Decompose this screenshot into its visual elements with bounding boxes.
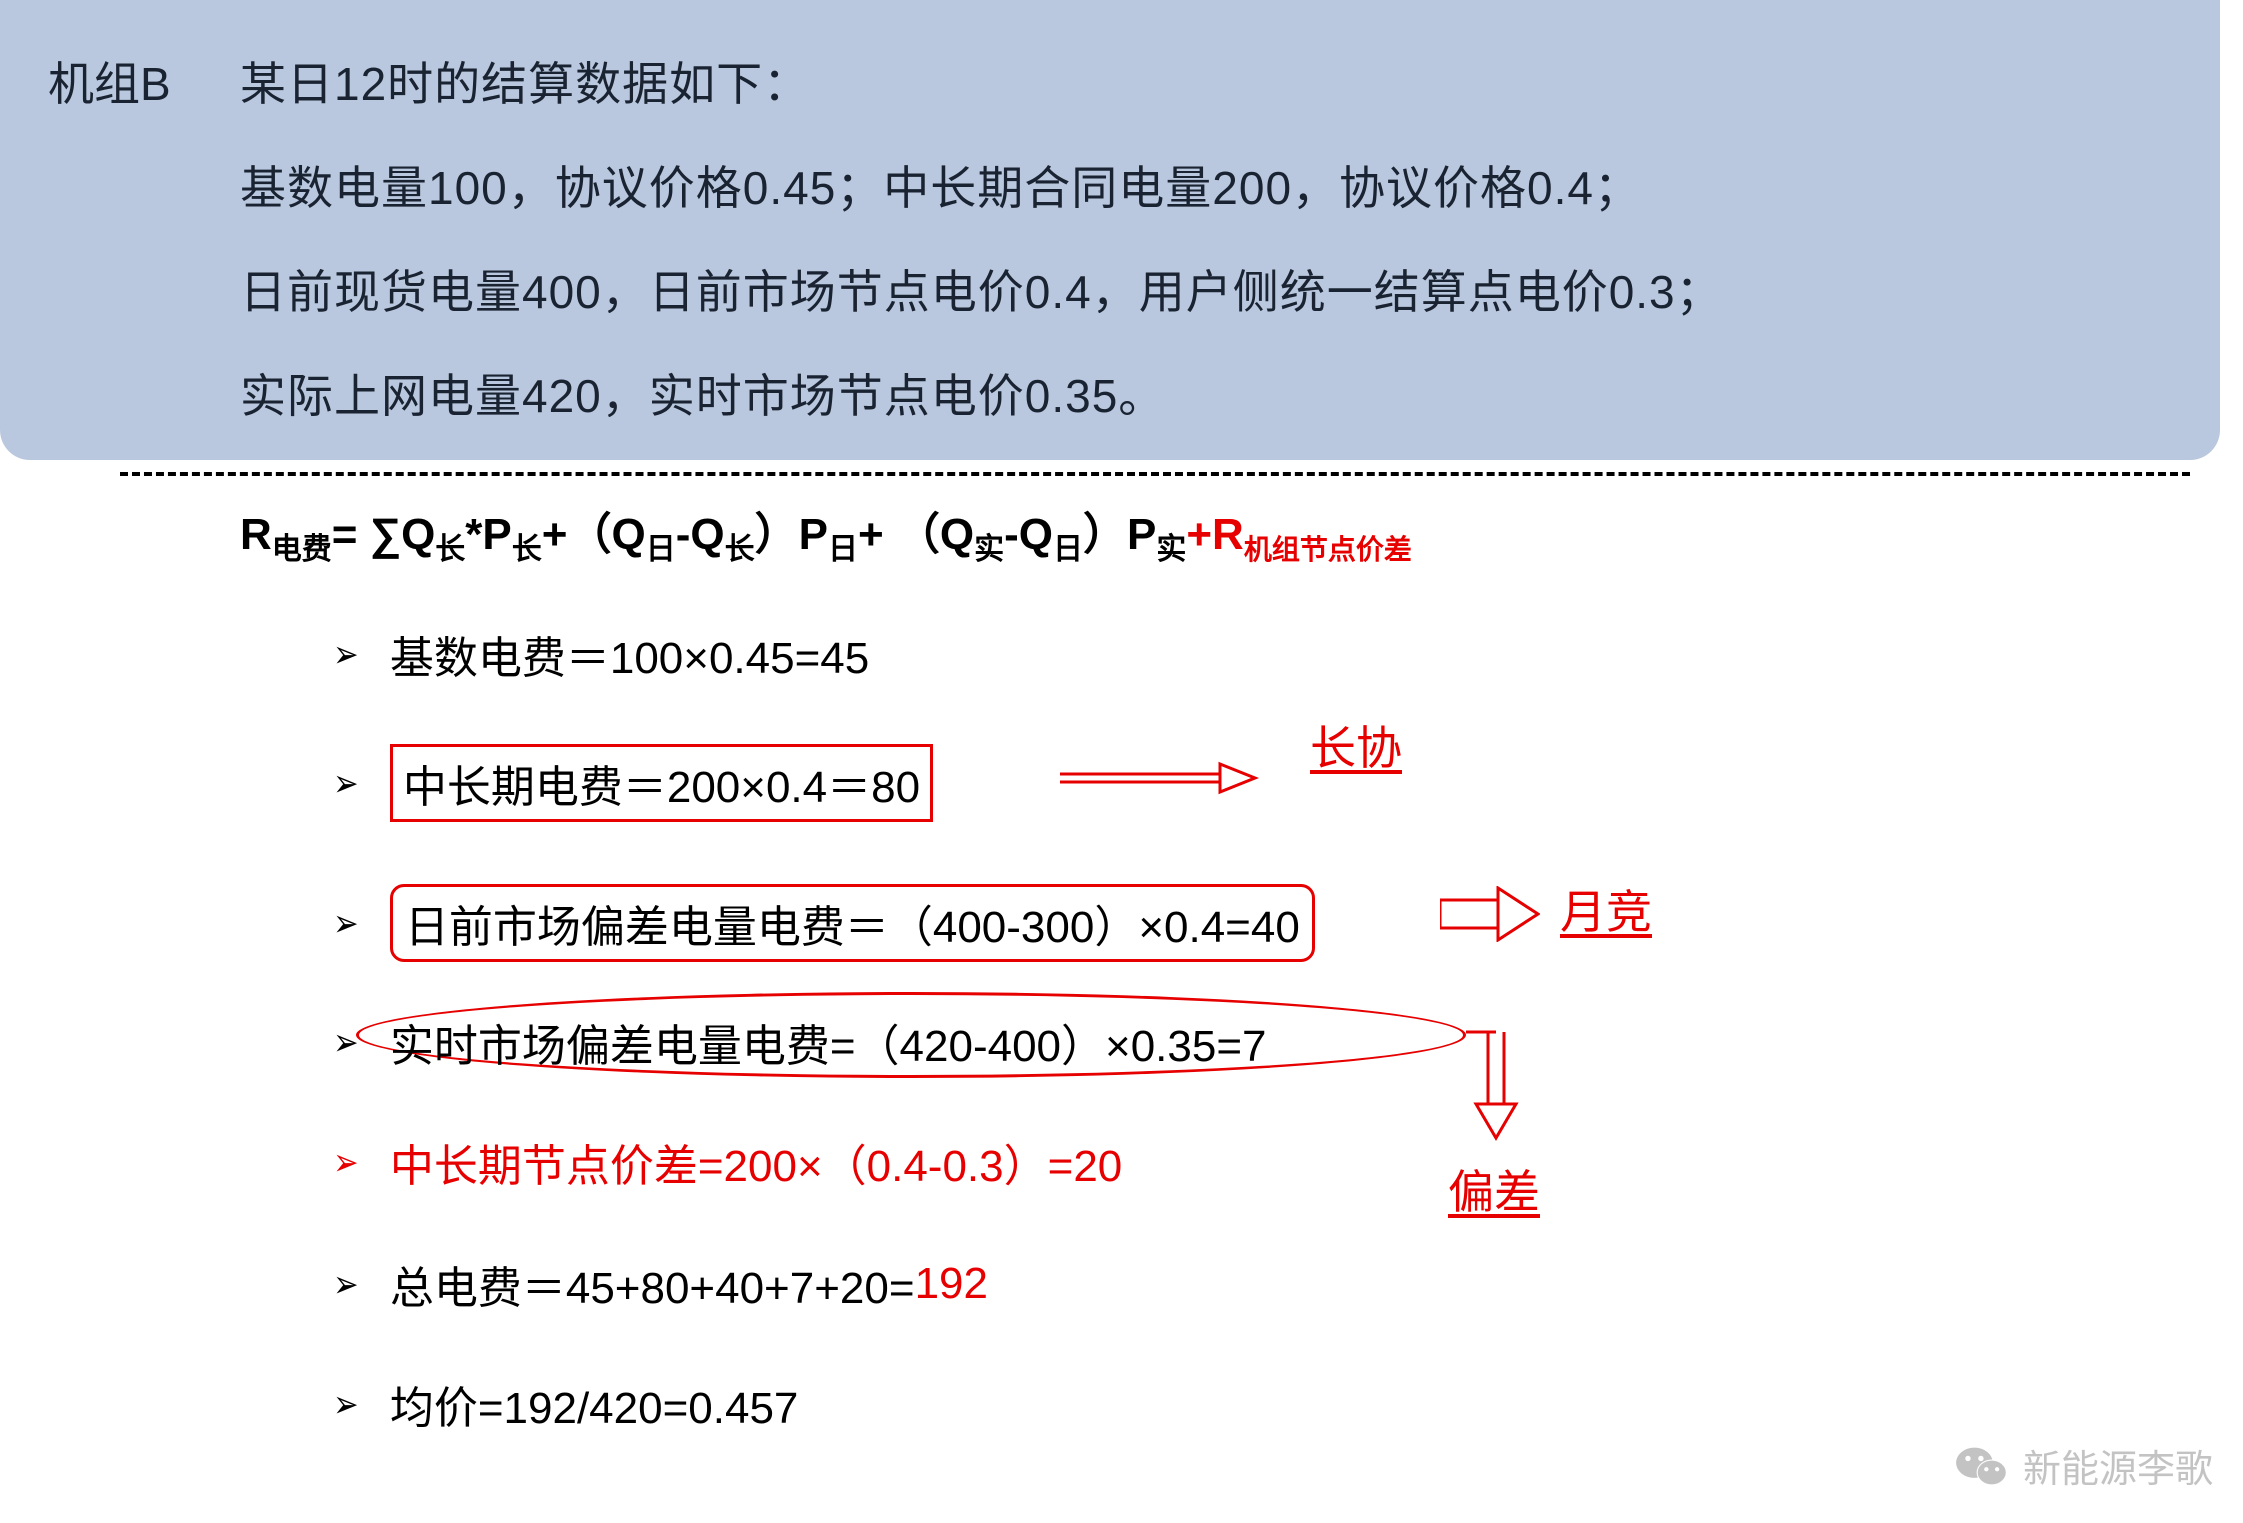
formula-close1: ）P: [755, 510, 828, 559]
bullet-text-1: 基数电费＝100×0.45=45: [390, 622, 869, 686]
bullet-text-7: 均价=192/420=0.457: [390, 1372, 799, 1436]
bullet-avg-price: ➢ 均价=192/420=0.457: [330, 1372, 798, 1436]
formula-sub-2: 日: [646, 533, 676, 566]
formula-sub-3: 日: [828, 533, 858, 566]
chevron-icon: ➢: [333, 1020, 358, 1065]
red-roundbox-da: 日前市场偏差电量电费＝（400-300）×0.4=40: [390, 884, 1315, 962]
chevron-icon: ➢: [333, 1382, 358, 1427]
annotation-yuejing: 月竞: [1560, 876, 1652, 942]
chevron-icon: ➢: [333, 1140, 358, 1185]
header-line-4: 实际上网电量420，实时市场节点电价0.35。: [240, 360, 1165, 426]
bullet-text-6-val: 192: [915, 1259, 988, 1309]
bullet-text-5: 中长期节点价差=200×（0.4-0.3）=20: [390, 1130, 1122, 1194]
formula-sub-5: 实: [1156, 533, 1186, 566]
chevron-icon: ➢: [333, 761, 358, 806]
bullet-base-fee: ➢ 基数电费＝100×0.45=45: [330, 622, 869, 686]
header-line-2: 基数电量100，协议价格0.45；中长期合同电量200，协议价格0.4；: [240, 152, 1641, 218]
formula-R: R: [240, 510, 272, 559]
formula-eq: = ∑Q: [332, 510, 436, 559]
formula-plus1: +（Q: [542, 510, 646, 559]
formula-sub-fee: 电费: [272, 533, 332, 566]
bullet-text-4: 实时市场偏差电量电费=（420-400）×0.35=7: [390, 1010, 1267, 1074]
formula-plusR: +R: [1186, 510, 1243, 559]
bullet-rt-dev-fee: ➢ 实时市场偏差电量电费=（420-400）×0.35=7: [330, 1010, 1267, 1074]
unit-label: 机组B: [48, 48, 171, 114]
red-box-mlt: 中长期电费＝200×0.4＝80: [390, 744, 933, 822]
formula-rsub: 机组节点价差: [1244, 534, 1412, 565]
formula-minus2: -Q: [1004, 510, 1053, 559]
bullet-text-2: 中长期电费＝200×0.4＝80: [403, 763, 920, 812]
arrow-to-changxie: [1060, 758, 1260, 798]
bullet-total-fee: ➢ 总电费＝45+80+40+7+20=192: [330, 1252, 988, 1316]
chevron-icon: ➢: [333, 632, 358, 677]
wechat-icon: [1955, 1443, 2009, 1489]
arrow-to-piancha: [1466, 1012, 1526, 1142]
chevron-icon: ➢: [333, 1262, 358, 1307]
formula-p1: P: [482, 510, 511, 559]
formula-minus1: -Q: [676, 510, 725, 559]
watermark: 新能源李歌: [1955, 1438, 2213, 1493]
formula-sub-2b: 长: [725, 533, 755, 566]
bullet-mlt-fee: ➢ 中长期电费＝200×0.4＝80: [330, 744, 933, 822]
formula-close2: ）P: [1083, 510, 1156, 559]
annotation-changxie: 长协: [1310, 712, 1402, 778]
formula-sub-1: 长: [435, 533, 465, 566]
bullet-da-dev-fee: ➢ 日前市场偏差电量电费＝（400-300）×0.4=40: [330, 884, 1315, 962]
bullet-text-6-pre: 总电费＝45+80+40+7+20=: [390, 1252, 915, 1316]
dashed-separator: [120, 472, 2190, 476]
formula-plus2: + （Q: [858, 510, 974, 559]
formula-sub-4: 实: [974, 533, 1004, 566]
formula-sub-4b: 日: [1053, 533, 1083, 566]
header-line-1: 某日12时的结算数据如下：: [240, 48, 810, 114]
bullet-node-diff: ➢ 中长期节点价差=200×（0.4-0.3）=20: [330, 1130, 1122, 1194]
formula-star: *: [465, 510, 482, 559]
formula-sub-1b: 长: [512, 533, 542, 566]
chevron-icon: ➢: [333, 901, 358, 946]
watermark-text: 新能源李歌: [2023, 1438, 2213, 1493]
formula: R电费= ∑Q长*P长+（Q日-Q长）P日+ （Q实-Q日）P实+R机组节点价差: [240, 498, 1412, 568]
annotation-piancha: 偏差: [1448, 1156, 1540, 1222]
bullet-text-3: 日前市场偏差电量电费＝（400-300）×0.4=40: [405, 903, 1300, 952]
arrow-to-yuejing: [1440, 886, 1540, 942]
header-line-3: 日前现货电量400，日前市场节点电价0.4，用户侧统一结算点电价0.3；: [240, 256, 1723, 322]
header-panel: 机组B 某日12时的结算数据如下： 基数电量100，协议价格0.45；中长期合同…: [0, 0, 2220, 460]
